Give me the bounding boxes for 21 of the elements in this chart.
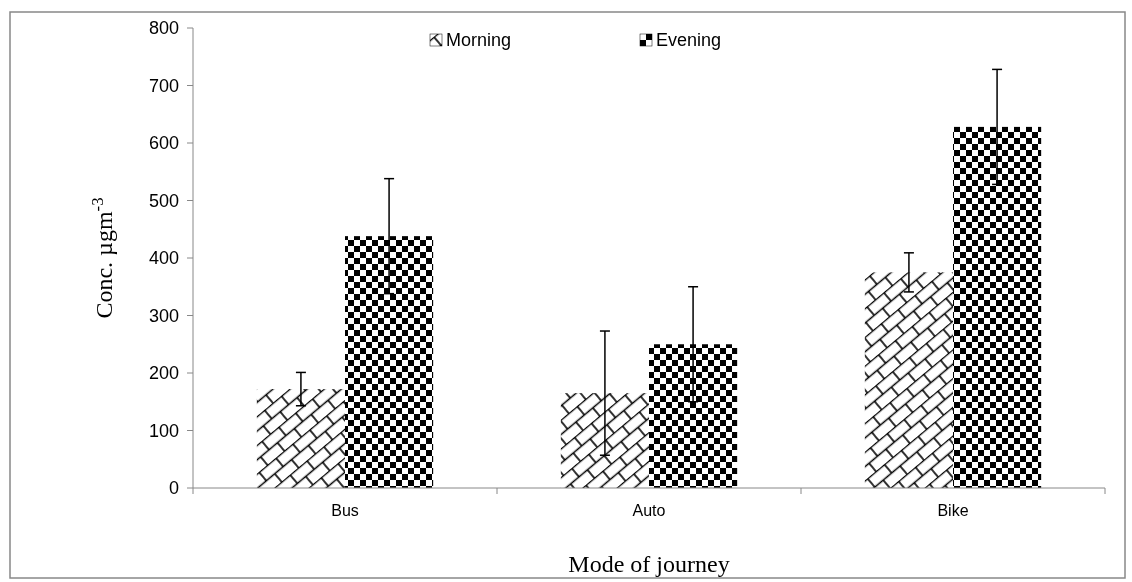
legend-label: Morning (446, 30, 512, 51)
x-axis-title: Mode of journey (568, 551, 730, 577)
bar (256, 389, 345, 488)
bar (953, 126, 1042, 488)
y-tick-label: 700 (148, 75, 179, 96)
x-tick-label: Bike (937, 502, 969, 519)
legend-label: Evening (656, 30, 722, 51)
bar (649, 344, 738, 488)
y-tick-label: 100 (148, 420, 179, 441)
bar (560, 393, 649, 488)
y-tick-label: 500 (148, 190, 179, 211)
x-tick-label: Bus (331, 502, 359, 519)
y-tick-label: 400 (148, 248, 179, 269)
bar (864, 272, 953, 488)
bar (345, 236, 434, 488)
y-tick-label: 0 (168, 478, 179, 499)
y-tick-label: 600 (148, 133, 179, 154)
y-tick-label: 200 (148, 363, 179, 384)
y-tick-label: 300 (148, 305, 179, 326)
y-tick-label: 800 (148, 18, 179, 39)
x-tick-label: Auto (632, 502, 666, 519)
